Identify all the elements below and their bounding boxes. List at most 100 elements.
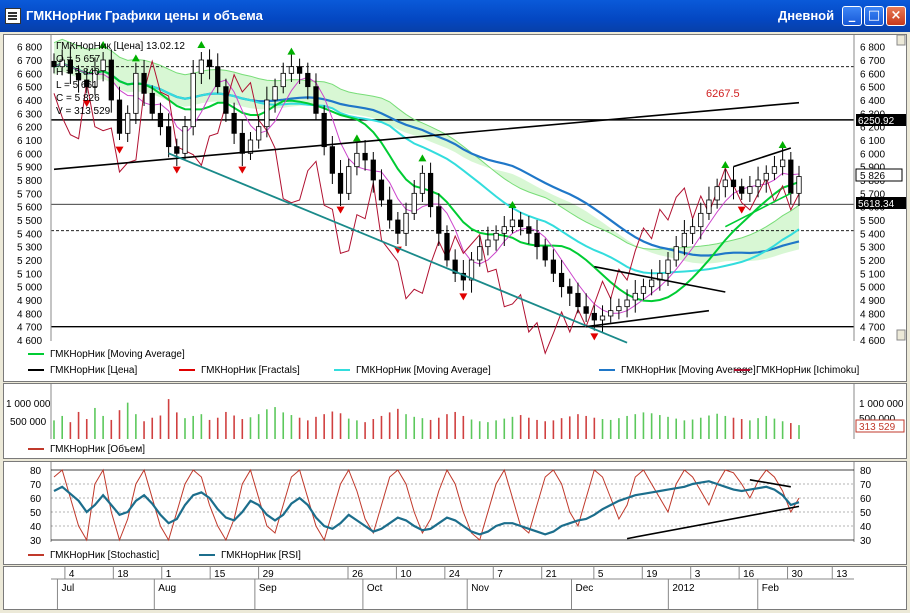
candle-body xyxy=(509,219,516,228)
candle-body xyxy=(116,99,123,134)
candle-body xyxy=(796,176,802,194)
price-tick-left: 4 700 xyxy=(17,323,42,334)
legend-swatch xyxy=(28,353,44,356)
trendline-channel-top xyxy=(733,147,792,168)
candle-body xyxy=(452,259,458,274)
candle-body xyxy=(730,179,737,188)
candle-body xyxy=(362,152,368,161)
volume-panel[interactable]: 1 000 000 500 000 1 000 000 500 000 313 … xyxy=(3,383,907,459)
price-tick-right: 5 000 xyxy=(860,283,885,294)
legend-label: ГМКНорНик [Ichimoku] xyxy=(756,365,860,376)
legend-label: ГМКНорНик [RSI] xyxy=(221,550,301,561)
level-annotation: 6267.5 xyxy=(706,88,740,100)
ichimoku-chikou-line xyxy=(53,59,800,355)
candle-body xyxy=(67,59,74,74)
osc-tick-left: 70 xyxy=(30,480,42,491)
price-tick-left: 6 700 xyxy=(17,56,42,67)
candle-body xyxy=(714,186,720,201)
info-open: O = 5 657 xyxy=(56,54,101,65)
oscillator-chart[interactable]: 80 80 70 70 60 60 50 50 40 40 30 30 xyxy=(4,462,906,564)
legend-swatch xyxy=(28,369,44,372)
price-tick-right: 5 200 xyxy=(860,256,885,267)
candle-body xyxy=(59,59,65,68)
info-volume: V = 313 529 xyxy=(56,106,111,117)
candle-body xyxy=(239,132,245,154)
legend-fractals[interactable]: ГМКНорНик [Fractals] xyxy=(179,365,300,376)
scroll-down-icon[interactable] xyxy=(896,329,906,341)
fractal-up-icon xyxy=(197,41,206,48)
candle-body xyxy=(157,112,164,128)
osc-tick-left: 50 xyxy=(30,508,42,519)
candle-body xyxy=(599,315,606,321)
volume-chart[interactable]: 1 000 000 500 000 1 000 000 500 000 313 … xyxy=(4,384,906,458)
legend-price[interactable]: ГМКНорНик [Цена] xyxy=(28,365,137,376)
legend-stochastic[interactable]: ГМКНорНик [Stochastic] xyxy=(28,550,159,561)
legend-ma-blue[interactable]: ГМКНорНик [Moving Average] xyxy=(599,365,756,376)
candle-body xyxy=(84,79,90,88)
osc-tick-left: 60 xyxy=(30,494,42,505)
date-axis[interactable]: 4 18 1 15 29 26 10 24 7 21 5 19 3 16 30 13 Jul Aug Sep Oct N… xyxy=(3,566,907,610)
candle-body xyxy=(198,59,204,74)
price-tick-left: 6 400 xyxy=(17,96,42,107)
info-header: ГМКНорНик [Цена] 13.02.12 xyxy=(56,41,185,52)
legend-rsi[interactable]: ГМКНорНик [RSI] xyxy=(199,550,301,561)
candle-body xyxy=(722,179,728,188)
price-tick-left: 4 900 xyxy=(17,296,42,307)
price-tick-right: 4 800 xyxy=(860,309,885,320)
oscillator-panel[interactable]: 80 80 70 70 60 60 50 50 40 40 30 30 ГМКНорНик [Stoc… xyxy=(3,461,907,565)
date-day-label: 21 xyxy=(546,569,558,580)
candle-body xyxy=(174,146,180,154)
legend-swatch xyxy=(28,554,44,557)
close-button[interactable]: × xyxy=(886,6,906,26)
candle-body xyxy=(788,159,794,194)
candle-body xyxy=(75,72,82,81)
candle-body xyxy=(771,166,778,174)
candle-body xyxy=(485,239,491,248)
legend-swatch xyxy=(734,369,750,372)
candle-body xyxy=(403,212,409,234)
price-tick-left: 6 600 xyxy=(17,69,42,80)
legend-volume[interactable]: ГМКНорНик [Объем] xyxy=(28,444,145,455)
price-tick-right: 6 400 xyxy=(860,96,885,107)
legend-ichimoku[interactable]: ГМКНорНик [Ichimoku] xyxy=(734,365,859,376)
legend-ma-green[interactable]: ГМКНорНик [Moving Average] xyxy=(28,349,185,360)
minimize-button[interactable]: _ xyxy=(842,6,862,26)
candle-body xyxy=(296,66,303,74)
date-day-label: 26 xyxy=(352,569,364,580)
scroll-up-icon[interactable] xyxy=(896,35,906,46)
date-day-label: 29 xyxy=(263,569,275,580)
candle-body xyxy=(747,186,753,194)
candle-body xyxy=(706,199,712,214)
price-chart[interactable]: 6 800 6 800 6 700 6 700 6 600 6 600 6 500 6 500… xyxy=(4,35,906,381)
candle-body xyxy=(280,72,286,88)
maximize-button[interactable]: □ xyxy=(864,6,884,26)
vol-tick-right-1: 1 000 000 xyxy=(859,399,904,410)
price-tick-left: 4 800 xyxy=(17,309,42,320)
fractal-down-icon xyxy=(115,146,124,154)
date-day-label: 15 xyxy=(214,569,226,580)
candle-body xyxy=(149,92,155,114)
date-day-label: 3 xyxy=(695,569,701,580)
legend-ma-cyan[interactable]: ГМКНорНик [Moving Average] xyxy=(334,365,491,376)
timeframe-label[interactable]: Дневной xyxy=(778,8,835,23)
candle-body xyxy=(493,232,499,241)
candle-body xyxy=(739,186,745,194)
candle-body xyxy=(125,112,131,134)
ichimoku-tenkan-line xyxy=(53,62,800,314)
candle-body xyxy=(395,219,401,234)
candle-body xyxy=(313,86,319,114)
fractal-down-icon xyxy=(737,206,746,214)
candle-body xyxy=(542,246,548,261)
price-tick-left: 5 900 xyxy=(17,163,42,174)
candle-body xyxy=(567,286,573,294)
trendline-resistance xyxy=(594,265,726,293)
fractal-up-icon xyxy=(287,47,296,55)
minimize-icon: _ xyxy=(848,8,856,23)
title-bar[interactable]: ГМКНорНик Графики цены и объема Дневной … xyxy=(0,0,910,32)
candle-body xyxy=(215,66,221,88)
legend-swatch xyxy=(179,369,195,372)
price-panel[interactable]: 6 800 6 800 6 700 6 700 6 600 6 600 6 500 6 500… xyxy=(3,34,907,382)
fractal-down-icon xyxy=(459,293,468,301)
ma-cyan-line xyxy=(53,62,800,275)
chart-app-icon[interactable] xyxy=(5,8,21,24)
